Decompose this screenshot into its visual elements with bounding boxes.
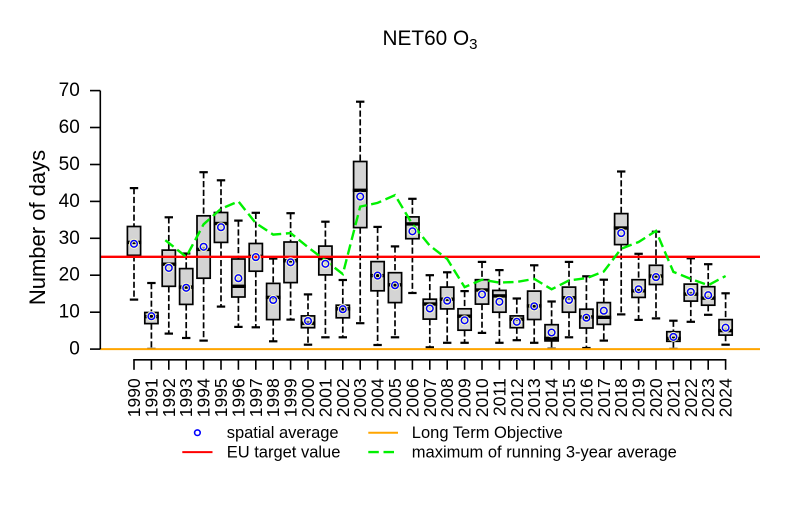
svg-text:2009: 2009 [455, 378, 475, 417]
svg-text:1996: 1996 [228, 378, 248, 417]
svg-text:1994: 1994 [194, 378, 214, 417]
svg-text:2005: 2005 [385, 378, 405, 417]
svg-text:2006: 2006 [402, 378, 422, 417]
svg-text:maximum of running 3-year aver: maximum of running 3-year average [412, 443, 677, 461]
svg-text:1995: 1995 [211, 378, 231, 417]
svg-text:2021: 2021 [663, 378, 683, 417]
svg-text:Long Term Objective: Long Term Objective [412, 424, 563, 442]
svg-text:EU target value: EU target value [227, 443, 341, 461]
svg-text:1992: 1992 [159, 378, 179, 417]
svg-text:2016: 2016 [576, 378, 596, 417]
svg-text:2011: 2011 [489, 378, 509, 416]
svg-text:2024: 2024 [716, 378, 736, 417]
svg-text:Number of days: Number of days [25, 150, 50, 305]
svg-text:50: 50 [59, 154, 80, 175]
svg-text:2013: 2013 [524, 378, 544, 417]
svg-text:60: 60 [59, 117, 80, 138]
svg-text:2015: 2015 [559, 378, 579, 417]
svg-text:2014: 2014 [542, 378, 562, 417]
svg-text:10: 10 [59, 302, 80, 323]
svg-text:2023: 2023 [698, 378, 718, 417]
svg-text:1999: 1999 [281, 378, 301, 417]
svg-text:70: 70 [59, 80, 80, 101]
svg-text:2001: 2001 [315, 378, 335, 417]
svg-text:2018: 2018 [611, 378, 631, 417]
svg-text:2007: 2007 [420, 378, 440, 417]
svg-text:2008: 2008 [437, 378, 457, 417]
svg-text:1991: 1991 [141, 378, 161, 417]
svg-text:2003: 2003 [350, 378, 370, 417]
svg-text:1998: 1998 [263, 378, 283, 417]
svg-text:2017: 2017 [594, 378, 614, 417]
svg-text:spatial average: spatial average [227, 424, 339, 442]
svg-text:2012: 2012 [507, 378, 527, 417]
svg-text:2020: 2020 [646, 378, 666, 417]
svg-text:2002: 2002 [333, 378, 353, 417]
svg-text:2010: 2010 [472, 378, 492, 417]
svg-text:0: 0 [69, 339, 80, 360]
svg-text:40: 40 [59, 191, 80, 212]
svg-text:2004: 2004 [368, 378, 388, 417]
svg-text:20: 20 [59, 265, 80, 286]
svg-text:1993: 1993 [176, 378, 196, 417]
svg-text:30: 30 [59, 228, 80, 249]
svg-text:2022: 2022 [681, 378, 701, 417]
svg-text:2000: 2000 [298, 378, 318, 417]
svg-text:NET60 O3: NET60 O3 [382, 27, 477, 53]
svg-text:2019: 2019 [629, 378, 649, 417]
svg-text:1997: 1997 [246, 378, 266, 417]
svg-text:1990: 1990 [124, 378, 144, 417]
